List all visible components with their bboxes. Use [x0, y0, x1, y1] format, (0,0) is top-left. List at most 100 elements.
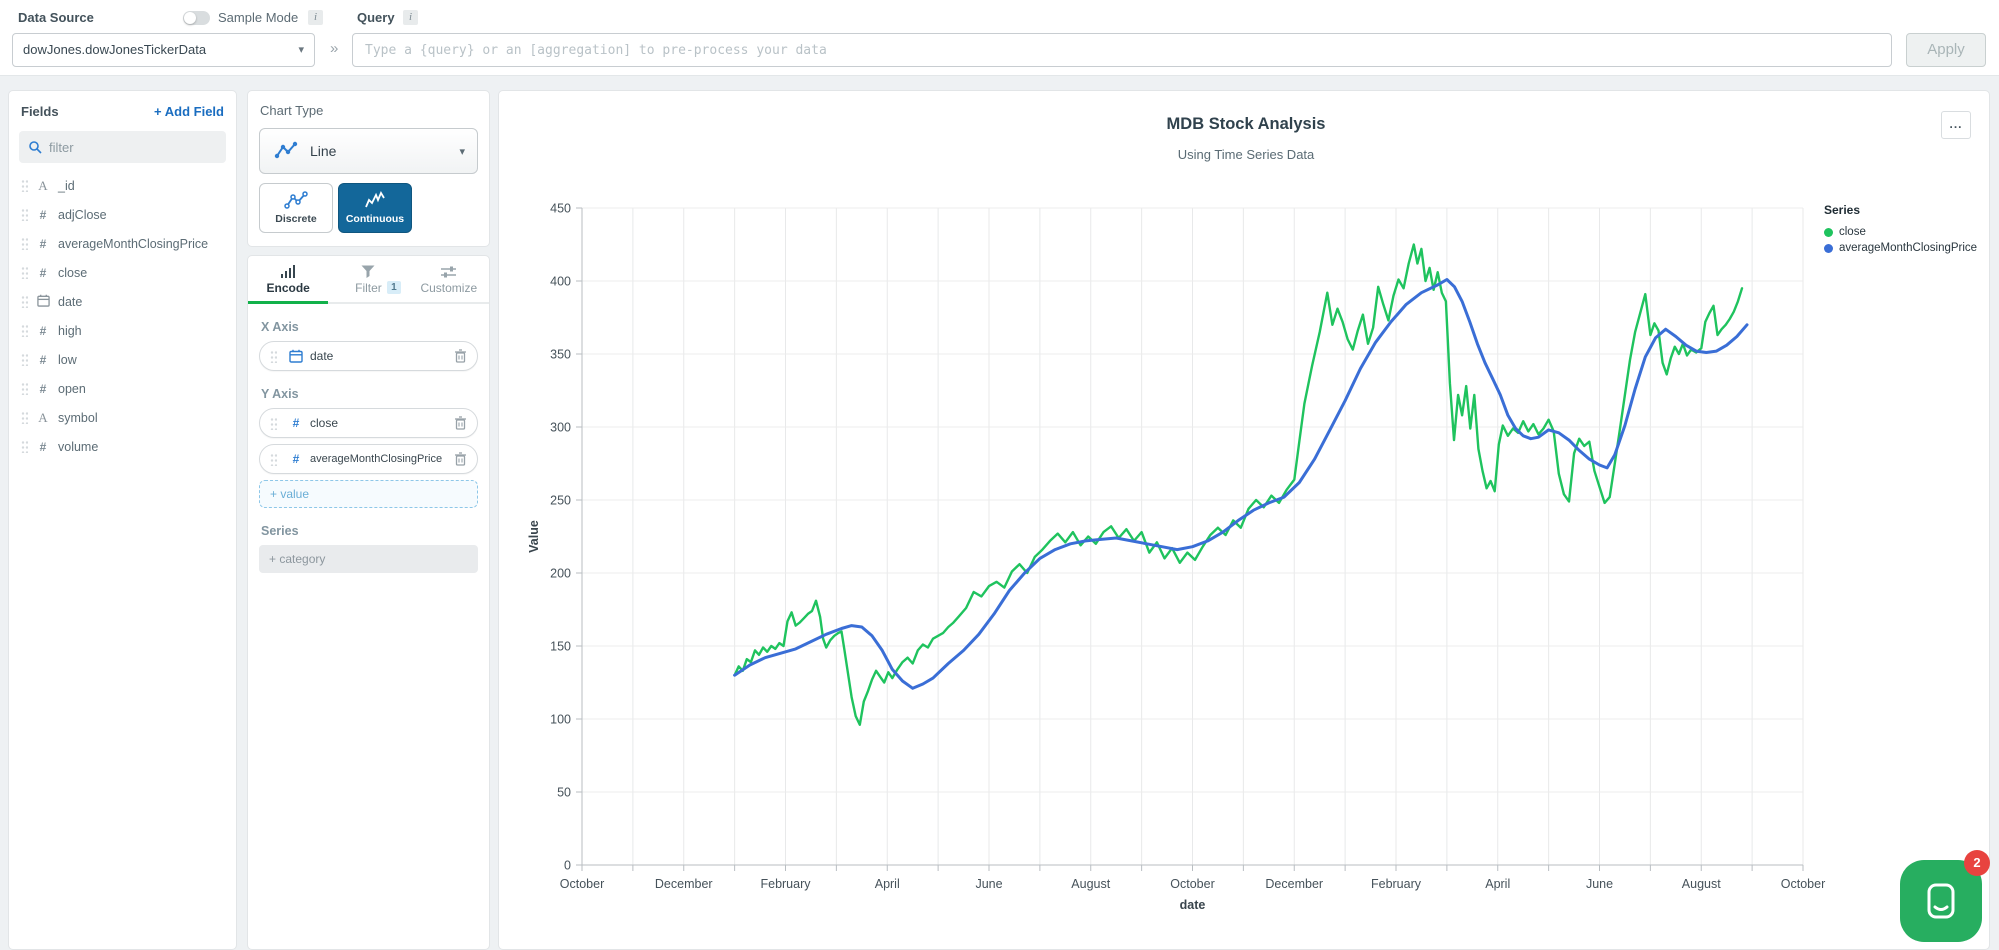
field-item-open[interactable]: # open — [9, 374, 236, 403]
drag-handle-icon[interactable] — [21, 411, 28, 424]
fields-panel: Fields + Add Field A _id # adjClose # average… — [8, 90, 237, 950]
line-chart-icon — [274, 141, 298, 159]
drag-handle-icon[interactable] — [270, 416, 277, 430]
legend-dot — [1824, 243, 1833, 253]
intercom-messenger-icon — [1927, 883, 1955, 919]
trash-icon[interactable] — [454, 349, 467, 363]
number-type-icon: # — [39, 381, 47, 396]
tab-customize[interactable]: Customize — [409, 256, 489, 302]
query-label: Query — [357, 10, 395, 25]
chart-card: 0 50 100 150 200 250 300 350 400 450 October Decemb… — [498, 90, 1990, 950]
filter-funnel-icon — [361, 265, 375, 278]
calendar-icon — [35, 294, 51, 310]
svg-text:300: 300 — [550, 421, 571, 435]
legend-label: close — [1839, 226, 1866, 238]
field-filter-box[interactable] — [19, 131, 226, 163]
svg-text:October: October — [1781, 877, 1825, 891]
field-item-averageMonthClosingPrice[interactable]: # averageMonthClosingPrice — [9, 229, 236, 258]
tab-encode[interactable]: Encode — [248, 256, 329, 304]
sample-mode-label: Sample Mode — [218, 10, 299, 25]
y-axis-field-pill-avg[interactable]: # averageMonthClosingPrice — [259, 444, 478, 474]
toggle-knob — [184, 12, 196, 24]
svg-text:December: December — [1265, 877, 1323, 891]
add-category-dropzone[interactable]: + category — [259, 545, 478, 573]
field-item-low[interactable]: # low — [9, 345, 236, 374]
svg-text:100: 100 — [550, 713, 571, 727]
field-name: _id — [58, 178, 75, 193]
filter-count-badge: 1 — [387, 281, 401, 294]
drag-handle-icon[interactable] — [21, 208, 28, 221]
svg-text:250: 250 — [550, 494, 571, 508]
legend-item-averageMonthClosingPrice: averageMonthClosingPrice — [1824, 240, 1977, 256]
subtype-continuous-button[interactable]: Continuous — [338, 183, 412, 233]
query-input[interactable] — [352, 33, 1892, 67]
field-name: open — [58, 381, 86, 396]
fields-panel-title: Fields — [21, 104, 59, 119]
field-item-date[interactable]: date — [9, 287, 236, 316]
number-type-icon: # — [39, 323, 47, 338]
drag-handle-icon[interactable] — [21, 295, 28, 308]
drag-handle-icon[interactable] — [270, 452, 277, 466]
field-name: symbol — [58, 410, 98, 425]
svg-text:400: 400 — [550, 275, 571, 289]
search-icon — [29, 141, 42, 154]
number-type-icon: # — [292, 416, 300, 430]
chart-menu-button[interactable]: ... — [1941, 111, 1971, 139]
discrete-line-icon — [284, 191, 308, 209]
chart-type-panel: Chart Type Line ▾ Discrete Continuous — [247, 90, 490, 247]
field-name: date — [58, 294, 83, 309]
legend-item-close: close — [1824, 224, 1977, 240]
subtype-continuous-label: Continuous — [345, 213, 405, 225]
field-item-high[interactable]: # high — [9, 316, 236, 345]
sample-mode-info-icon[interactable]: i — [308, 10, 323, 25]
field-filter-input[interactable] — [49, 139, 199, 155]
query-info-icon[interactable]: i — [403, 10, 418, 25]
double-chevron-icon: » — [330, 40, 339, 57]
tab-filter[interactable]: Filter 1 — [328, 256, 408, 302]
apply-button[interactable]: Apply — [1906, 33, 1986, 67]
field-item-volume[interactable]: # volume — [9, 432, 236, 461]
drag-handle-icon[interactable] — [21, 440, 28, 453]
number-type-icon: # — [39, 352, 47, 367]
svg-text:450: 450 — [550, 202, 571, 216]
field-name: averageMonthClosingPrice — [58, 236, 209, 251]
svg-text:200: 200 — [550, 567, 571, 581]
svg-text:February: February — [760, 877, 811, 891]
subtype-discrete-button[interactable]: Discrete — [259, 183, 333, 233]
field-item-adjClose[interactable]: # adjClose — [9, 200, 236, 229]
trash-icon[interactable] — [454, 416, 467, 430]
tab-customize-label: Customize — [420, 281, 478, 295]
drag-handle-icon[interactable] — [21, 382, 28, 395]
drag-handle-icon[interactable] — [21, 237, 28, 250]
field-name: close — [58, 265, 88, 280]
y-axis-section-label: Y Axis — [261, 387, 299, 401]
line-chart-plot: 0 50 100 150 200 250 300 350 400 450 October Decemb… — [527, 202, 1825, 913]
add-field-button[interactable]: + Add Field — [154, 104, 224, 119]
svg-text:August: August — [1682, 877, 1721, 891]
field-item-_id[interactable]: A _id — [9, 171, 236, 200]
field-item-close[interactable]: # close — [9, 258, 236, 287]
y-axis-field-name: averageMonthClosingPrice — [310, 453, 443, 465]
add-value-dropzone[interactable]: + value — [259, 480, 478, 508]
y-axis-field-name: close — [310, 416, 339, 430]
chart-type-select[interactable]: Line ▾ — [259, 128, 478, 174]
trash-icon[interactable] — [454, 452, 467, 466]
x-axis-field-pill[interactable]: date — [259, 341, 478, 371]
drag-handle-icon[interactable] — [21, 266, 28, 279]
svg-text:February: February — [1371, 877, 1422, 891]
data-source-select[interactable]: dowJones.dowJonesTickerData ▾ — [12, 33, 315, 67]
drag-handle-icon[interactable] — [21, 179, 28, 192]
drag-handle-icon[interactable] — [21, 324, 28, 337]
chart-subtitle: Using Time Series Data — [1177, 147, 1315, 162]
number-type-icon: # — [39, 207, 47, 222]
top-query-bar: Data Source Sample Mode i Query i dowJon… — [0, 0, 1999, 76]
drag-handle-icon[interactable] — [21, 353, 28, 366]
number-type-icon: # — [39, 265, 47, 280]
string-type-icon: A — [38, 177, 48, 193]
drag-handle-icon[interactable] — [270, 349, 277, 363]
x-axis-field-name: date — [310, 349, 334, 363]
y-axis-field-pill-close[interactable]: # close — [259, 408, 478, 438]
chart-legend: Series close averageMonthClosingPrice — [1824, 203, 1977, 256]
sample-mode-toggle[interactable] — [183, 11, 210, 25]
